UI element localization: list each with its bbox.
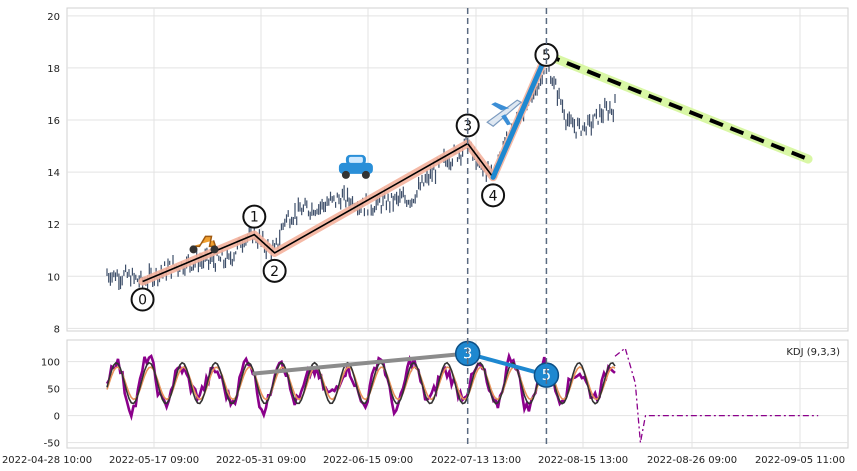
car-window: [348, 156, 363, 163]
kdj-legend: KDJ (9,3,3): [786, 347, 840, 358]
price-y-tick-label: 16: [47, 116, 60, 127]
wave-point-marker: [455, 113, 480, 138]
car-icon: [338, 154, 373, 179]
price-overlays: 0 1 2 3 4 5: [130, 42, 813, 312]
price-y-tick-label: 14: [47, 168, 60, 179]
kdj-projection: [614, 346, 819, 443]
price-y-tick-label: 8: [54, 324, 60, 335]
scooter-icon: [189, 235, 219, 254]
wave-point-label: 4: [489, 188, 498, 204]
kdj-lines: [105, 346, 819, 443]
airplane-wing: [501, 114, 512, 126]
scooter-wheel: [210, 245, 219, 254]
x-tick-label: 2022-05-17 09:00: [109, 455, 199, 466]
kdj-panel: -50 0 50 100 35 KDJ (9,3,3): [41, 339, 849, 450]
scooter-wheel: [189, 245, 198, 254]
wave-point-label: 3: [463, 118, 472, 134]
price-y-tick-label: 12: [47, 220, 60, 231]
x-tick-label: 2022-09-05 11:00: [755, 455, 845, 466]
car-body: [338, 162, 373, 174]
kdj-impulse-line: [465, 351, 549, 378]
kdj-y-tick-label: 100: [41, 358, 60, 369]
wave-point-label: 2: [270, 264, 279, 280]
wave-point-marker: [481, 183, 506, 208]
x-tick-label: 2022-05-31 09:00: [216, 455, 306, 466]
kdj-y-ticks: -50 0 50 100: [41, 358, 60, 450]
kdj-line-k: [106, 361, 616, 405]
price-panel-frame: [66, 7, 849, 332]
x-tick-label: 2022-07-13 13:00: [431, 455, 521, 466]
airplane-wing: [491, 102, 510, 111]
kdj-grid: [67, 340, 848, 448]
airplane-icon: [486, 99, 523, 127]
x-axis-ticks: 2022-04-28 10:00 2022-05-17 09:00 2022-05-…: [2, 455, 845, 466]
price-y-ticks: 8 10 12 14 16 18 20: [47, 12, 60, 336]
impulse-segment: [490, 52, 549, 180]
vertical-marker-lines: [466, 8, 548, 448]
price-grid: [67, 8, 848, 331]
wave-point-label: 5: [542, 48, 551, 64]
car-wheel: [341, 170, 350, 179]
price-y-tick-label: 18: [47, 64, 60, 75]
x-tick-label: 2022-08-26 09:00: [647, 455, 737, 466]
car-wheel: [361, 170, 370, 179]
wave-point-marker: [130, 287, 155, 312]
wave-point-marker: [242, 204, 267, 229]
wave-point-marker: [262, 258, 287, 283]
kdj-trend-line: [252, 351, 470, 376]
wave-point-label: 1: [250, 210, 259, 226]
kdj-overlays: 35: [252, 340, 560, 388]
kdj-y-tick-label: 50: [47, 385, 60, 396]
kdj-y-tick-label: 0: [54, 412, 60, 423]
price-y-tick-label: 10: [47, 272, 60, 283]
kdj-point-label: 5: [542, 366, 552, 384]
price-candles: [106, 50, 616, 290]
price-y-tick-label: 20: [47, 12, 60, 23]
x-tick-label: 2022-06-15 09:00: [323, 455, 413, 466]
kdj-y-tick-label: -50: [44, 439, 60, 450]
x-tick-label: 2022-08-15 13:00: [538, 455, 628, 466]
wave-point-label: 0: [138, 293, 147, 309]
forecast-line: [545, 53, 809, 161]
kdj-line-d: [106, 366, 616, 401]
x-tick-label: 2022-04-28 10:00: [2, 455, 92, 466]
